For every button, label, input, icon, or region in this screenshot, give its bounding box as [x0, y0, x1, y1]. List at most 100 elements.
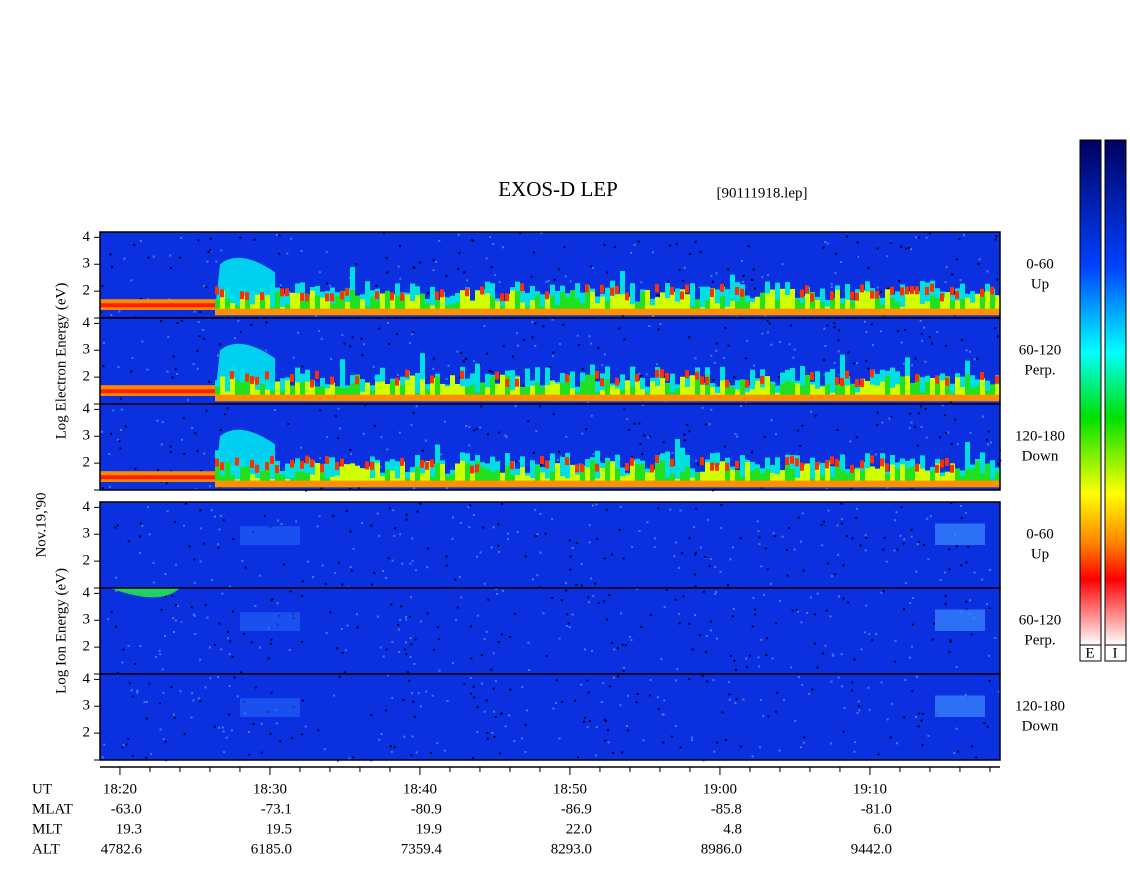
noise	[839, 261, 842, 264]
noise	[269, 732, 272, 735]
noise	[955, 545, 958, 548]
noise	[103, 743, 106, 746]
noise	[520, 737, 523, 740]
col	[515, 291, 520, 313]
noise	[278, 234, 281, 237]
col	[830, 292, 834, 301]
col	[440, 383, 445, 399]
noise	[836, 524, 839, 527]
col	[675, 480, 680, 488]
noise	[582, 720, 585, 723]
noise	[736, 435, 739, 438]
col	[545, 480, 550, 488]
noise	[867, 267, 870, 270]
noise	[490, 546, 493, 549]
noise	[301, 580, 304, 583]
col	[505, 294, 510, 313]
noise	[683, 266, 686, 269]
noise	[243, 632, 246, 635]
col	[795, 455, 800, 485]
col	[375, 381, 380, 399]
col	[430, 463, 435, 485]
col	[245, 466, 250, 485]
noise	[385, 256, 388, 259]
noise	[323, 748, 326, 751]
col	[450, 394, 455, 402]
noise	[147, 256, 150, 259]
col	[815, 464, 820, 485]
col	[950, 287, 954, 296]
col	[390, 308, 395, 316]
noise	[101, 756, 104, 759]
col	[305, 473, 310, 485]
noise	[740, 405, 743, 408]
col	[985, 480, 990, 488]
noise	[825, 488, 828, 491]
orbit-value: 8986.0	[701, 841, 742, 857]
noise	[497, 544, 500, 547]
noise	[739, 745, 742, 748]
noise	[910, 528, 913, 531]
col	[950, 300, 955, 313]
col	[605, 301, 610, 313]
col	[710, 288, 714, 297]
noise	[855, 516, 858, 519]
noise	[393, 746, 396, 749]
col	[380, 381, 385, 399]
col	[660, 480, 665, 488]
noise	[542, 612, 545, 615]
noise	[497, 640, 500, 643]
col	[635, 394, 640, 402]
noise	[319, 409, 322, 412]
col	[935, 308, 940, 316]
col	[440, 289, 444, 298]
noise	[379, 465, 382, 468]
noise	[781, 535, 784, 538]
col	[850, 394, 855, 402]
col	[740, 394, 745, 402]
col	[725, 467, 730, 485]
noise	[172, 617, 175, 620]
col	[955, 300, 960, 313]
noise	[916, 543, 919, 546]
noise	[924, 360, 927, 363]
noise	[194, 432, 197, 435]
noise	[152, 561, 155, 564]
col	[875, 480, 880, 488]
noise	[399, 277, 402, 280]
col	[220, 376, 225, 399]
col	[610, 287, 614, 296]
col	[955, 394, 960, 402]
noise	[343, 671, 346, 674]
col	[865, 480, 870, 488]
col	[510, 474, 515, 485]
col	[710, 462, 714, 471]
noise	[110, 313, 113, 316]
y-tick-label: 2	[83, 639, 91, 655]
col	[265, 375, 270, 399]
noise	[413, 662, 416, 665]
col	[750, 470, 755, 485]
col	[925, 471, 930, 485]
noise	[849, 440, 852, 443]
col	[710, 288, 715, 313]
noise	[463, 271, 466, 274]
noise	[492, 652, 495, 655]
noise	[222, 730, 225, 733]
col	[785, 380, 790, 399]
col	[465, 463, 470, 485]
noise	[156, 419, 159, 422]
col	[300, 292, 304, 301]
col	[620, 480, 625, 488]
noise	[356, 626, 359, 629]
noise	[752, 596, 755, 599]
noise	[588, 541, 591, 544]
col	[775, 474, 780, 485]
col	[880, 463, 885, 485]
noise	[502, 246, 505, 249]
col	[395, 295, 400, 313]
col	[740, 308, 745, 316]
noise	[822, 358, 825, 361]
noise	[989, 441, 992, 444]
noise	[290, 237, 293, 240]
